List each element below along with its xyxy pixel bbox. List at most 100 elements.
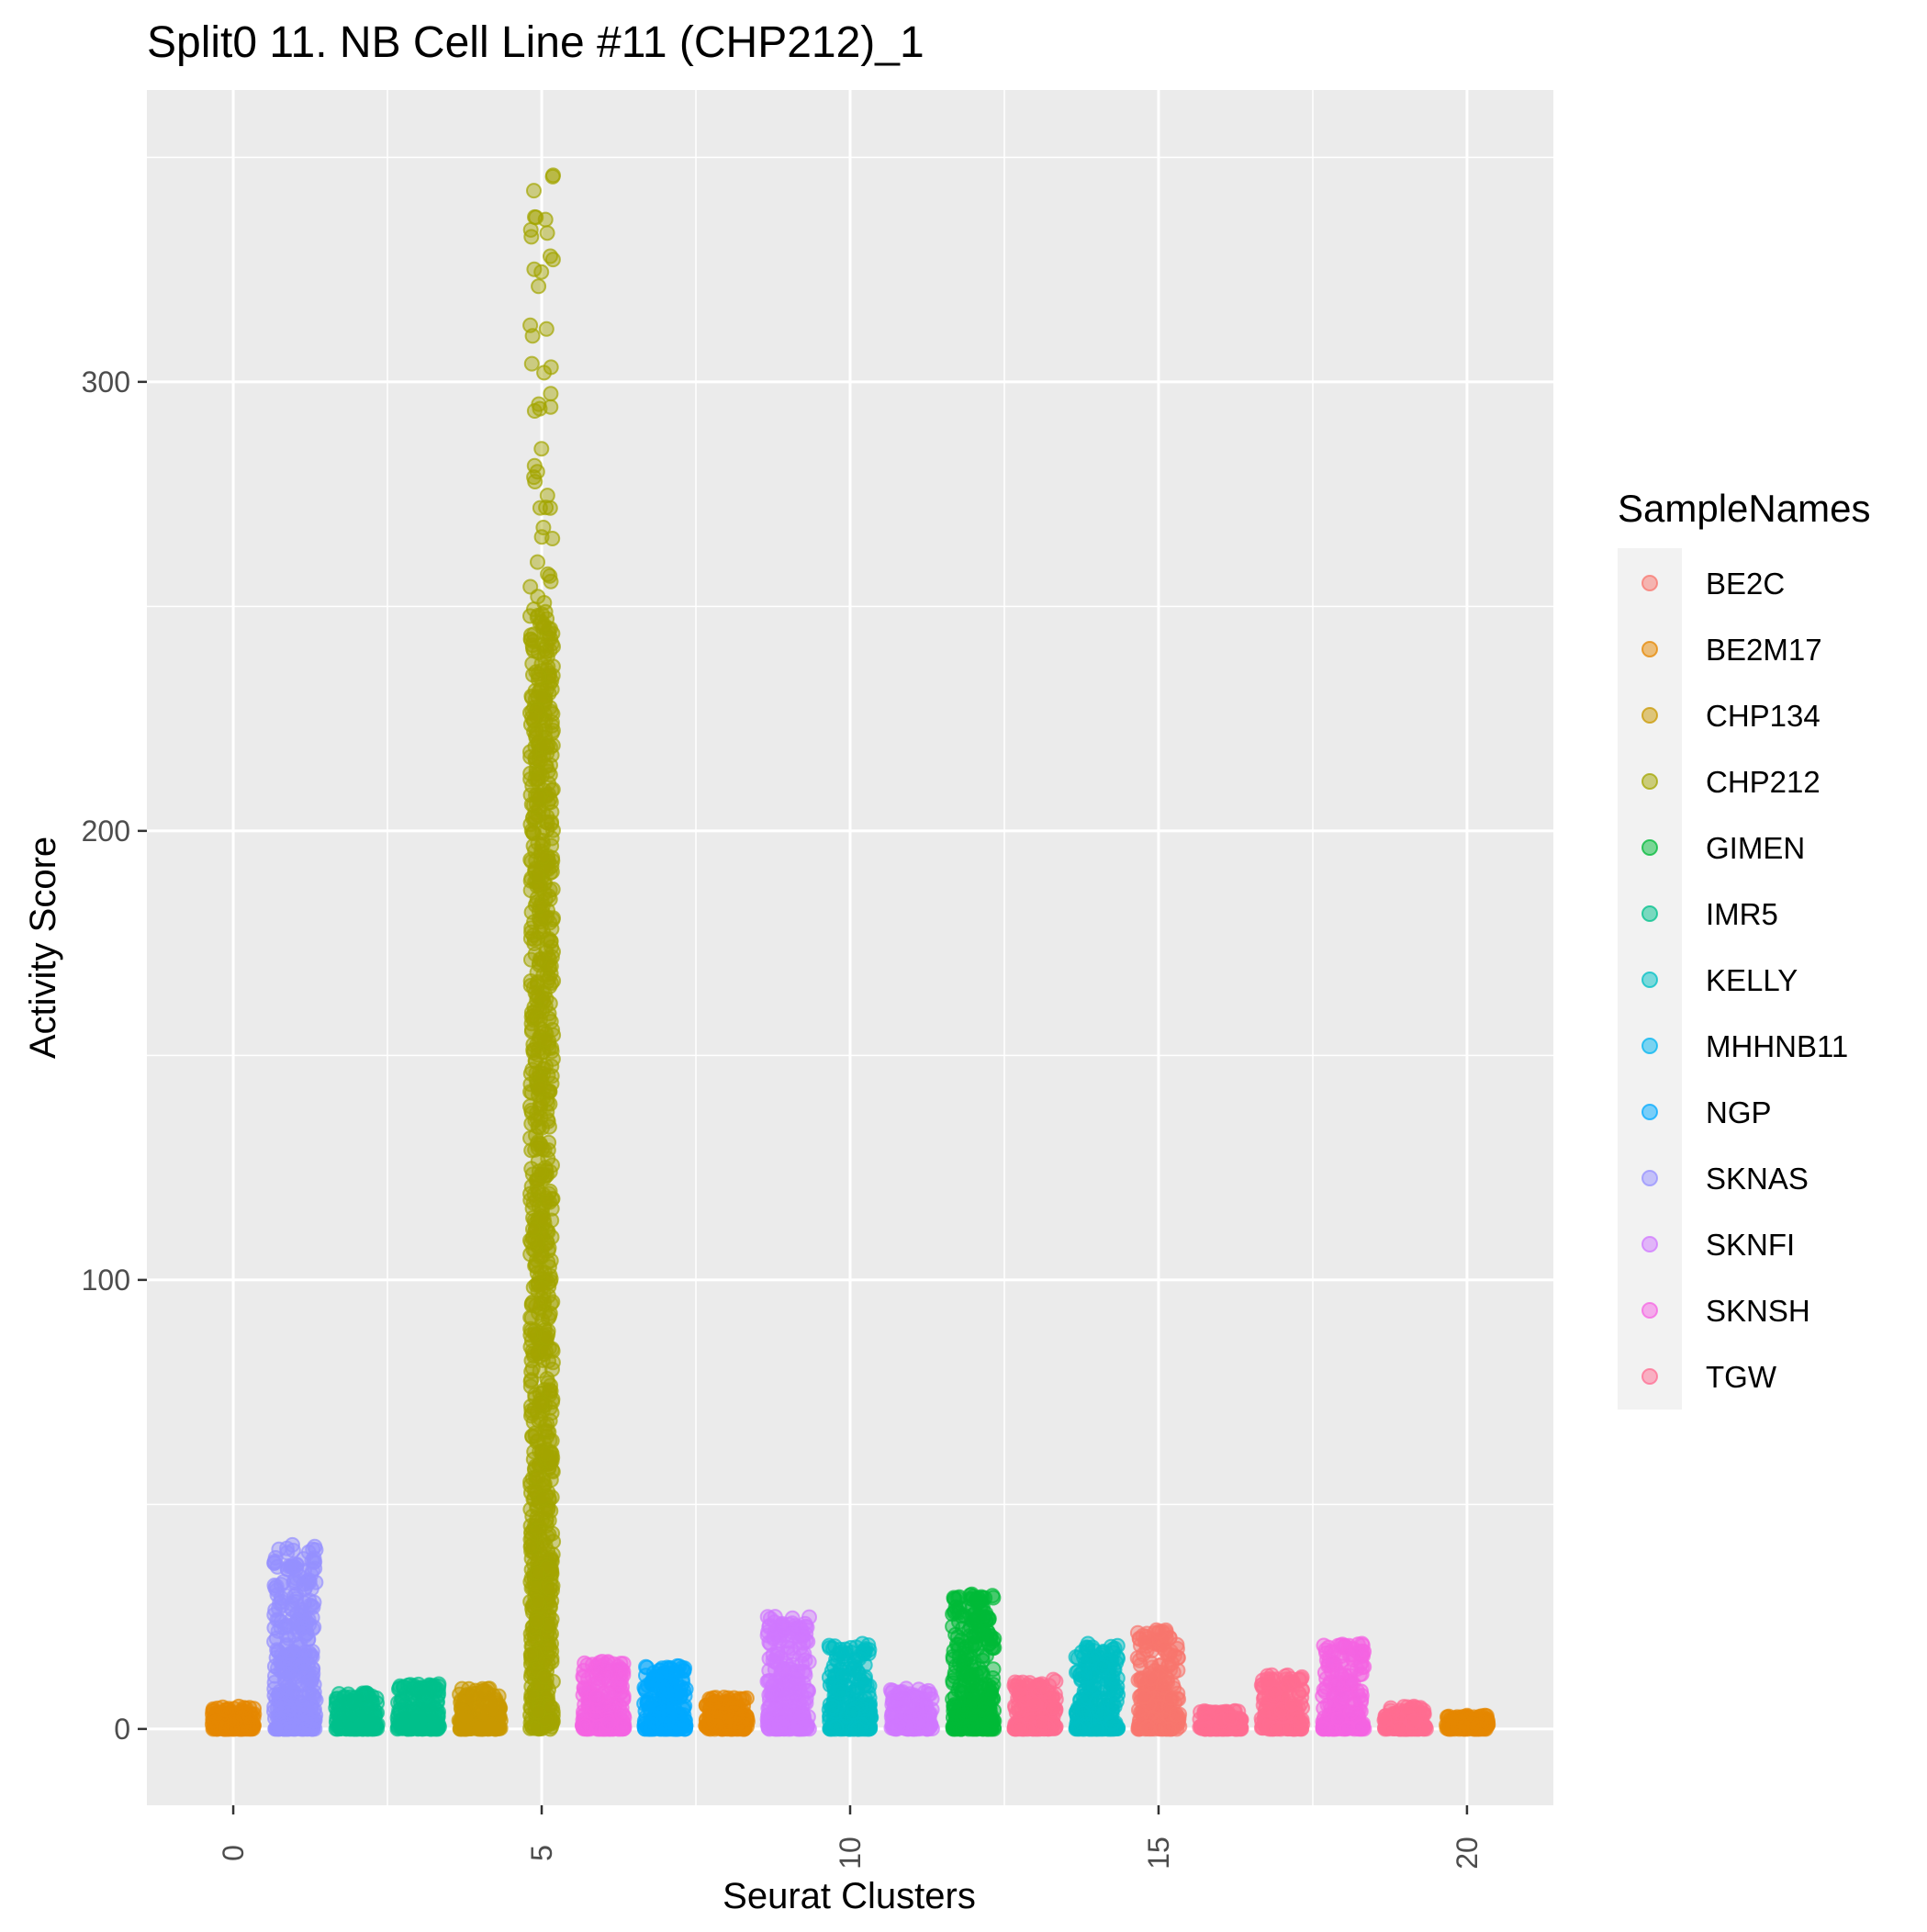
data-point [533, 1098, 547, 1112]
data-point [826, 1642, 840, 1656]
data-point [532, 1164, 546, 1178]
data-point [889, 1707, 902, 1721]
data-point [523, 745, 537, 758]
data-point [795, 1629, 809, 1643]
data-point [523, 580, 537, 594]
data-point [532, 1705, 545, 1719]
data-point [303, 1650, 317, 1664]
data-point [546, 253, 560, 266]
data-point [535, 690, 549, 703]
data-point [781, 1646, 795, 1660]
data-point [543, 1582, 557, 1596]
data-point [658, 1721, 672, 1735]
data-point [985, 1722, 999, 1735]
data-point [541, 567, 555, 581]
data-point [541, 489, 555, 502]
cluster-16-points [1193, 1704, 1248, 1736]
data-point [539, 1344, 553, 1358]
data-point [242, 1701, 256, 1714]
data-point [531, 1567, 544, 1580]
data-point [538, 1505, 552, 1519]
data-point [525, 357, 539, 371]
data-point [1161, 1659, 1175, 1673]
data-point [678, 1661, 691, 1675]
data-point [302, 1688, 316, 1702]
data-point [851, 1722, 865, 1735]
data-point [543, 758, 557, 772]
data-point [523, 319, 537, 332]
data-point [966, 1609, 980, 1623]
data-point [529, 729, 543, 743]
data-point [395, 1718, 409, 1732]
data-point [268, 1578, 282, 1592]
data-point [531, 556, 544, 569]
data-point [268, 1669, 282, 1683]
data-point [861, 1638, 875, 1652]
data-point [1014, 1689, 1028, 1702]
data-point [525, 1023, 539, 1037]
data-point [601, 1656, 615, 1669]
data-point [543, 387, 557, 400]
data-point [1198, 1722, 1212, 1735]
cluster-15-points [1131, 1623, 1187, 1736]
data-point [541, 823, 555, 837]
data-point [1131, 1651, 1145, 1665]
data-point [1145, 1671, 1159, 1685]
data-point [524, 1117, 538, 1130]
data-point [537, 1212, 551, 1226]
data-point [361, 1702, 375, 1715]
data-point [837, 1669, 851, 1683]
data-point [525, 711, 539, 724]
data-point [281, 1704, 295, 1718]
data-point [546, 640, 560, 654]
data-point [984, 1688, 998, 1702]
data-point [546, 170, 560, 184]
data-point [1170, 1708, 1183, 1722]
data-point [968, 1691, 981, 1705]
data-point [1111, 1650, 1125, 1664]
data-point [783, 1687, 797, 1701]
cluster-11-points [884, 1681, 939, 1735]
data-point [542, 1657, 555, 1671]
data-point [540, 322, 554, 336]
data-point [673, 1716, 687, 1730]
data-point [531, 1595, 544, 1609]
data-point [1090, 1722, 1104, 1735]
data-point [219, 1703, 233, 1717]
data-point [540, 810, 554, 824]
data-point [208, 1719, 222, 1733]
data-point [616, 1692, 630, 1706]
data-point [713, 1711, 727, 1724]
data-point [543, 1309, 556, 1323]
data-point [912, 1682, 925, 1696]
data-point [307, 1601, 320, 1614]
data-point [617, 1718, 631, 1732]
data-point [476, 1682, 489, 1696]
data-point [544, 795, 558, 809]
data-point [1141, 1721, 1155, 1735]
data-point [308, 1702, 321, 1716]
data-point [891, 1720, 904, 1734]
data-point [531, 869, 544, 882]
data-point [769, 1693, 783, 1707]
data-point [536, 925, 550, 938]
data-point [282, 1722, 296, 1735]
data-point [846, 1705, 860, 1719]
data-point [532, 279, 545, 293]
data-point [529, 772, 543, 786]
x-tick-label: 0 [217, 1845, 250, 1861]
data-point [267, 1704, 281, 1718]
data-point [308, 1551, 321, 1565]
data-point [663, 1677, 677, 1690]
data-point [525, 1311, 539, 1325]
x-tick-label: 20 [1451, 1837, 1484, 1870]
data-point [524, 633, 538, 646]
data-point [766, 1679, 779, 1693]
data-point [947, 1722, 960, 1735]
data-point [1164, 1691, 1178, 1705]
data-point [947, 1591, 961, 1605]
cluster-9-points [761, 1610, 817, 1735]
data-point [532, 1081, 546, 1095]
